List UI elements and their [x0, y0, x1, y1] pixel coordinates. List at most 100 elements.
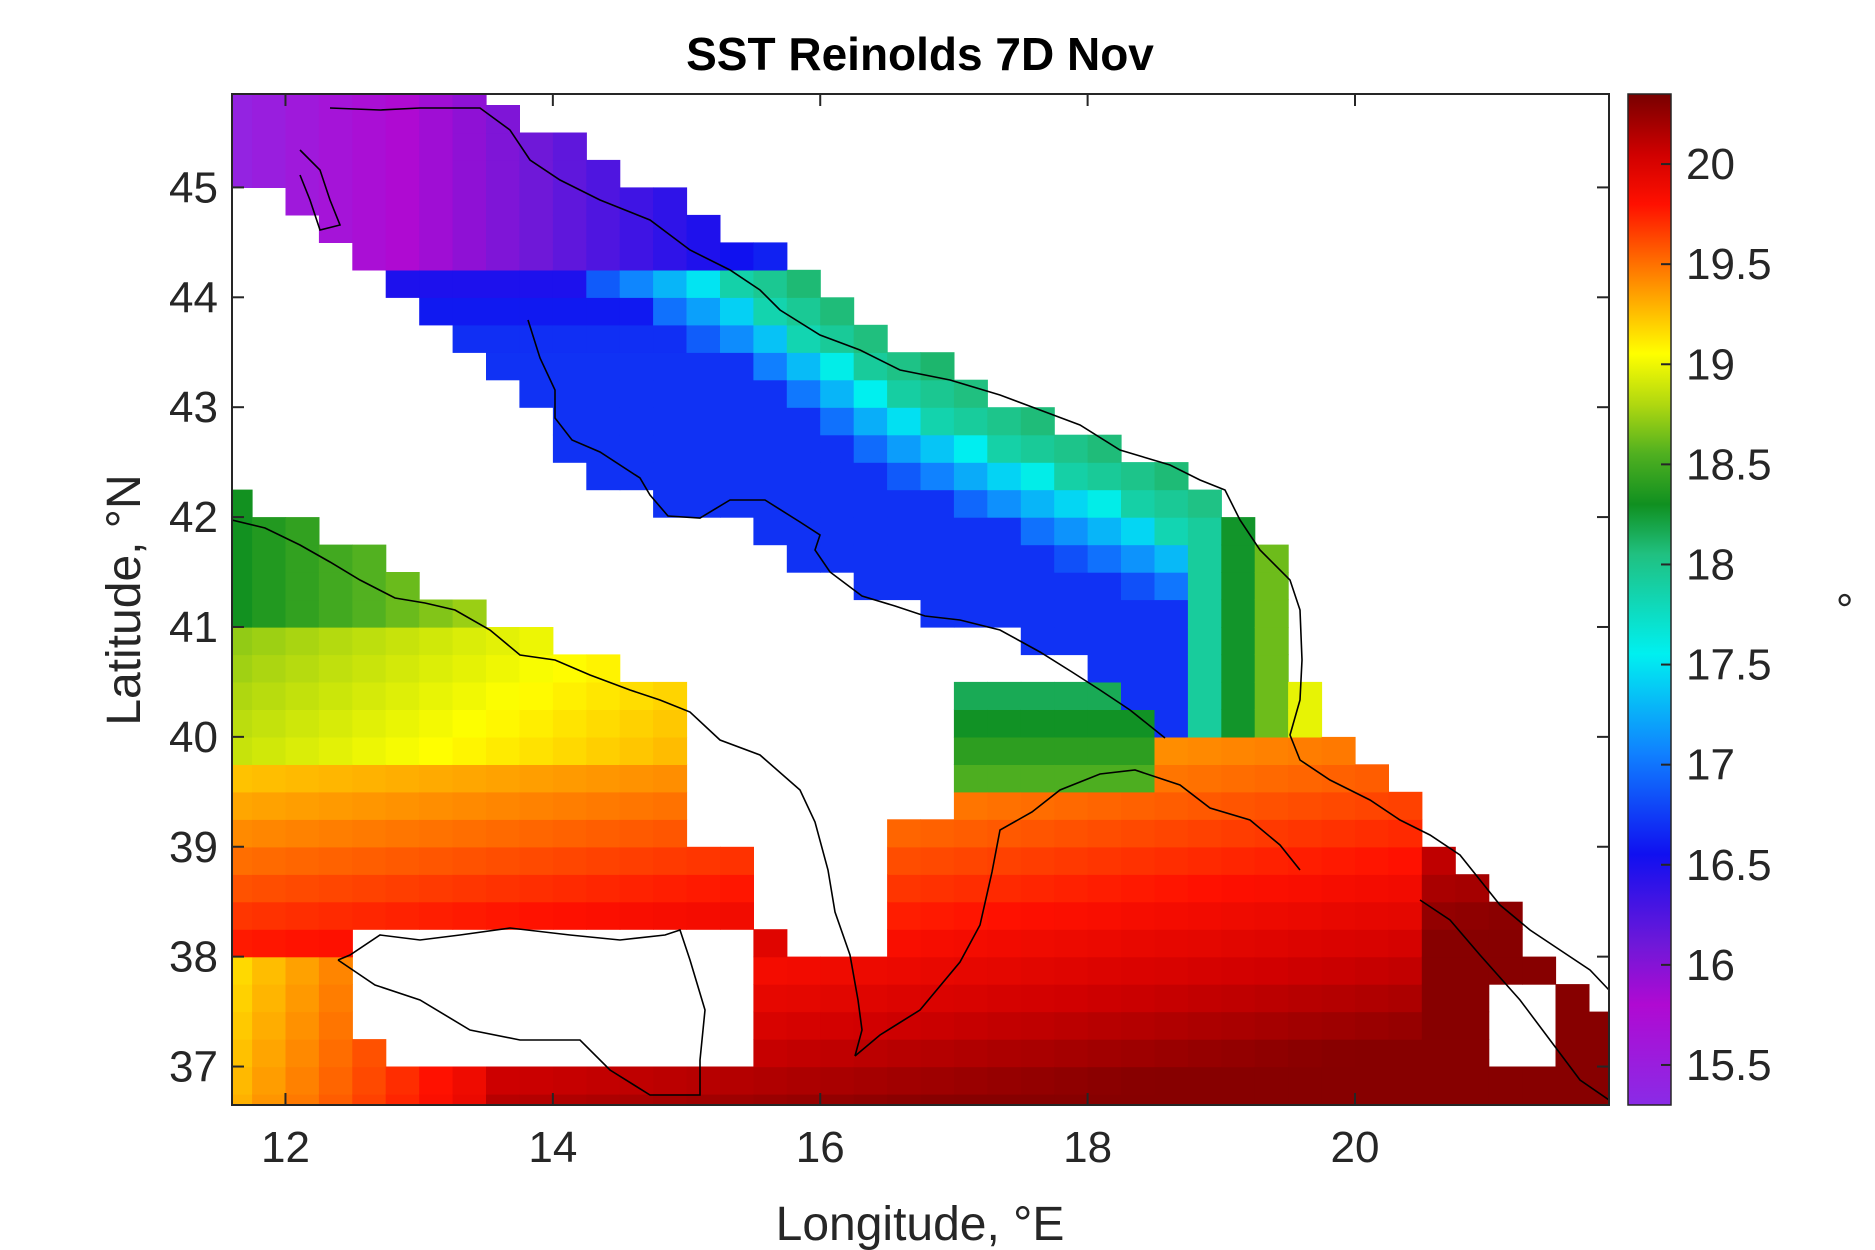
sst-cell [987, 681, 1022, 710]
sst-cell [920, 544, 955, 573]
sst-cell [1522, 1094, 1557, 1105]
y-tick-label: 45 [169, 163, 218, 212]
sst-cell [352, 764, 387, 793]
sst-cell [1388, 874, 1423, 903]
sst-cell [1187, 929, 1222, 958]
sst-cell [552, 324, 587, 353]
sst-cell [1121, 736, 1155, 765]
sst-cell [720, 352, 754, 381]
sst-cell [285, 599, 320, 628]
sst-cell [285, 709, 320, 738]
sst-cell [586, 352, 621, 381]
sst-cell [653, 242, 688, 271]
y-tick-label: 37 [169, 1043, 218, 1092]
sst-cell [1455, 956, 1490, 985]
sst-cell [1321, 819, 1356, 848]
sst-cell [232, 819, 253, 848]
sst-cell [1221, 1066, 1256, 1095]
sst-cell [452, 1066, 487, 1095]
sst-cell [820, 434, 855, 463]
sst-cell [1187, 654, 1222, 683]
sst-cell [1154, 572, 1189, 601]
sst-cell [1254, 681, 1289, 710]
sst-cell [519, 846, 554, 875]
sst-cell [1288, 791, 1323, 820]
sst-cell [1221, 572, 1256, 601]
sst-cell [1087, 764, 1122, 793]
sst-cell [352, 572, 387, 601]
sst-cell [987, 929, 1022, 958]
sst-cell [920, 901, 955, 930]
sst-cell [720, 324, 754, 353]
sst-cell [1121, 791, 1155, 820]
sst-cell [1154, 956, 1189, 985]
sst-cell [820, 984, 855, 1013]
sst-cell [486, 105, 520, 134]
sst-cell [1020, 572, 1055, 601]
sst-cell [385, 736, 420, 765]
sst-cell [1054, 681, 1089, 710]
sst-cell [953, 462, 988, 491]
sst-cell [519, 132, 554, 161]
sst-cell [1187, 572, 1222, 601]
sst-cell [1054, 956, 1089, 985]
sst-cell [686, 874, 721, 903]
sst-cell [920, 929, 955, 958]
sst-cell [1355, 956, 1389, 985]
sst-cell [853, 544, 888, 573]
sst-cell [720, 1094, 754, 1105]
sst-cell [285, 929, 320, 958]
sst-cell [887, 874, 922, 903]
sst-cell [987, 1094, 1022, 1105]
sst-cell [920, 462, 955, 491]
sst-cell [452, 159, 487, 188]
sst-cell [1054, 1094, 1089, 1105]
sst-cell [419, 627, 454, 656]
sst-cell [820, 352, 855, 381]
sst-cell [1054, 572, 1089, 601]
sst-cell [586, 709, 621, 738]
sst-cell [619, 297, 654, 326]
sst-cell [987, 901, 1022, 930]
sst-cell [252, 517, 287, 546]
sst-cell [318, 599, 353, 628]
sst-cell [1054, 1066, 1089, 1095]
sst-cell [385, 214, 420, 243]
sst-cell [953, 1011, 988, 1040]
sst-cell [1388, 901, 1423, 930]
sst-cell [653, 736, 688, 765]
sst-cell [285, 572, 320, 601]
sst-cell [252, 929, 287, 958]
coastline-italy-west [232, 519, 863, 1057]
sst-cell [1187, 517, 1222, 546]
sst-cell [1522, 1066, 1557, 1095]
sst-cell [486, 819, 520, 848]
colorbar-unit-label: ° [1810, 591, 1859, 609]
sst-cell [853, 489, 888, 518]
sst-cell [1087, 1066, 1122, 1095]
sst-cell [252, 132, 287, 161]
sst-cell [232, 709, 253, 738]
sst-cell [786, 407, 821, 436]
sst-cell [1588, 1094, 1609, 1105]
sst-cell [1121, 709, 1155, 738]
sst-cell [285, 791, 320, 820]
sst-cell [1020, 1039, 1055, 1068]
sst-cell [686, 352, 721, 381]
sst-cell [653, 1066, 688, 1095]
sst-cell [285, 654, 320, 683]
sst-cell [318, 929, 353, 958]
sst-cell [1455, 929, 1490, 958]
sst-cell [887, 572, 922, 601]
sst-cell [1154, 1039, 1189, 1068]
sst-cell [486, 736, 520, 765]
sst-cell [1288, 846, 1323, 875]
sst-cell [352, 187, 387, 216]
sst-cell [1355, 791, 1389, 820]
sst-cell [552, 654, 587, 683]
sst-cell [519, 709, 554, 738]
sst-cell [1121, 681, 1155, 710]
sst-cell [552, 681, 587, 710]
sst-cell [987, 1011, 1022, 1040]
sst-cell [1087, 599, 1122, 628]
